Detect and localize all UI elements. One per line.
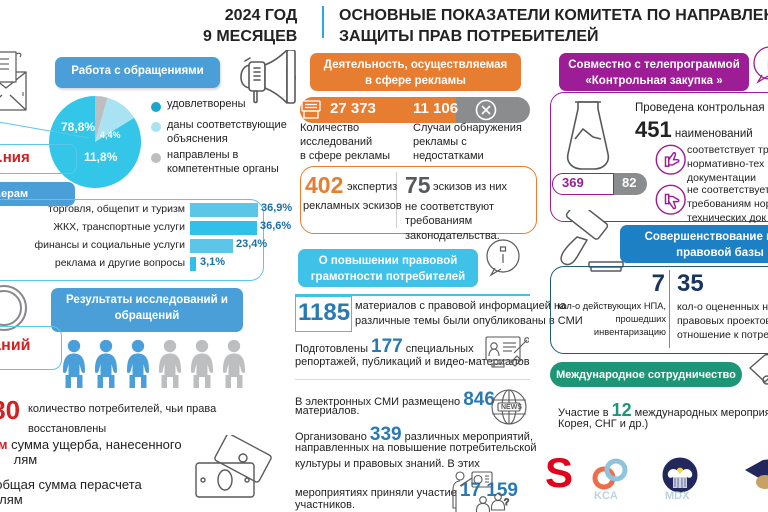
- svg-text:S: S: [545, 455, 573, 495]
- svg-text:?: ?: [504, 497, 509, 507]
- svg-text:NEWS: NEWS: [501, 404, 522, 411]
